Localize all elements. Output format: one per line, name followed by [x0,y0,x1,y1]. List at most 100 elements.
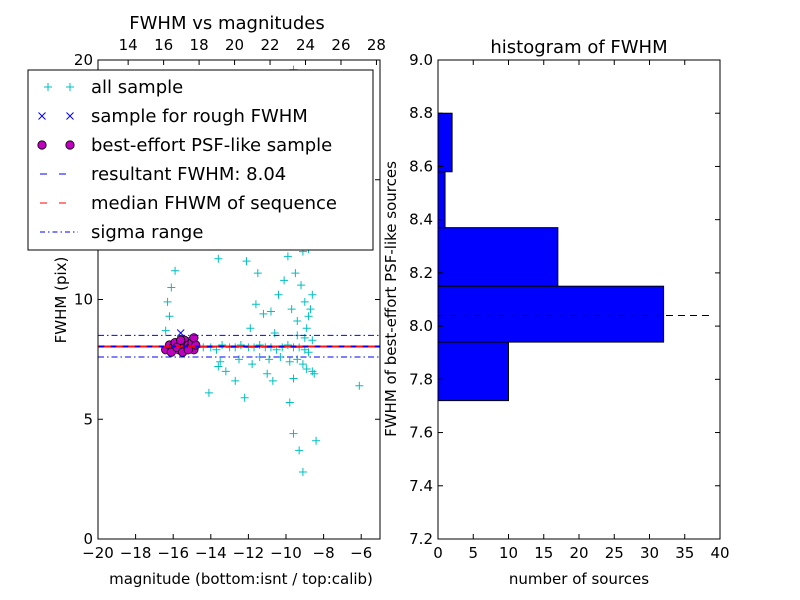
all-sample-point [310,369,319,378]
all-sample-point [287,305,296,314]
all-sample-point [302,324,311,333]
all-sample-point [259,309,268,318]
legend-label: median FHWM of sequence [91,193,337,214]
all-sample-point [298,467,307,476]
all-sample-point [285,398,294,407]
legend-plus-marker [66,83,74,91]
all-sample-point [289,429,298,438]
all-sample-point [221,367,230,376]
top-xtick-label: 28 [367,36,386,54]
right-xtick-label: 30 [640,544,659,562]
histogram-bar [437,285,665,343]
psf-sample-point [189,333,199,343]
left-ylabel: FWHM (pix) [52,257,70,344]
all-sample-point [161,326,170,335]
all-sample-point [289,374,298,383]
legend-x-marker [38,112,46,120]
right-ytick-label: 8.0 [409,317,433,335]
all-sample-point [204,388,213,397]
legend-items: all sample sample for rough FWHM best-effo… [37,77,337,243]
all-sample-point [214,254,223,263]
right-ytick-label: 8.6 [409,157,433,175]
all-sample-point [297,281,306,290]
all-sample-point [312,436,321,445]
all-sample-point [248,360,257,369]
legend-circle-marker [65,140,75,150]
all-sample-point [298,360,307,369]
right-ytick-label: 8.4 [409,211,433,229]
all-sample-point [218,341,227,350]
all-sample-point [246,324,255,333]
all-sample-point [266,307,275,316]
right-ytick-label: 7.2 [409,530,433,548]
right-ytick-label: 7.4 [409,477,433,495]
all-sample-point [285,357,294,366]
right-ytick-label: 7.8 [409,370,433,388]
all-sample-point [302,364,311,373]
right-xtick-label: 20 [569,544,588,562]
left-xtick-label: −6 [350,544,372,562]
legend-label: best-effort PSF-like sample [91,135,332,156]
all-sample-point [231,376,240,385]
right-ytick-label: 8.2 [409,264,433,282]
all-sample-point [236,341,245,350]
left-ticks: −20−18−16−14−12−10−8−6051015201416182022… [74,36,386,562]
all-sample-point [242,257,251,266]
all-sample-point [283,341,292,350]
left-ytick-label: 0 [83,530,93,548]
left-title: FWHM vs magnitudes [129,13,324,34]
legend-item: median FHWM of sequence [40,193,337,214]
all-sample-point [240,393,249,402]
histogram-bars [437,112,665,402]
all-sample-point [251,300,260,309]
right-xlabel: number of sources [509,570,649,588]
top-xtick-label: 14 [119,36,138,54]
histogram-bar [437,227,559,287]
legend-item: sigma range [40,222,203,243]
legend-box [27,69,374,251]
left-xtick-label: −14 [195,544,227,562]
left-reference-lines [98,334,380,358]
right-ylabel: FWHM of best-effort PSF-like sources [382,161,400,437]
right-ytick-label: 8.8 [409,104,433,122]
legend-circle-marker [37,140,47,150]
left-axes: −20−18−16−14−12−10−8−6051015201416182022… [27,13,386,588]
legend-x-marker [66,112,74,120]
top-xtick-label: 26 [331,36,350,54]
legend-item: all sample [44,77,183,98]
right-title: histogram of FWHM [490,37,667,58]
left-ytick-label: 10 [74,291,93,309]
all-sample-point [300,297,309,306]
all-sample-point [214,362,223,371]
all-sample-point [308,290,317,299]
all-sample-point [304,312,313,321]
all-sample-point [283,252,292,261]
top-xtick-label: 16 [154,36,173,54]
psf-sample-point [176,335,186,345]
left-xtick-label: −12 [233,544,265,562]
left-ytick-label: 20 [74,51,93,69]
right-xtick-label: 10 [499,544,518,562]
left-xlabel: magnitude (bottom:isnt / top:calib) [109,570,373,588]
all-sample-point [293,317,302,326]
histogram-bar [437,341,509,402]
left-xtick-label: −10 [270,544,302,562]
top-xtick-label: 22 [260,36,279,54]
right-xtick-label: 5 [468,544,478,562]
left-xtick-label: −18 [120,544,152,562]
all-sample-point [291,269,300,278]
top-xtick-label: 20 [225,36,244,54]
left-ytick-label: 5 [83,410,93,428]
right-xtick-label: 0 [433,544,443,562]
all-sample-point [268,376,277,385]
all-sample-point [171,266,180,275]
legend-label: sample for rough FWHM [91,106,308,127]
right-xtick-label: 40 [710,544,729,562]
legend-label: resultant FWHM: 8.04 [91,164,286,185]
legend-plus-marker [44,83,52,91]
right-ytick-label: 9.0 [409,51,433,69]
all-sample-point [255,341,264,350]
all-sample-point [304,348,313,357]
legend-label: sigma range [91,222,203,243]
